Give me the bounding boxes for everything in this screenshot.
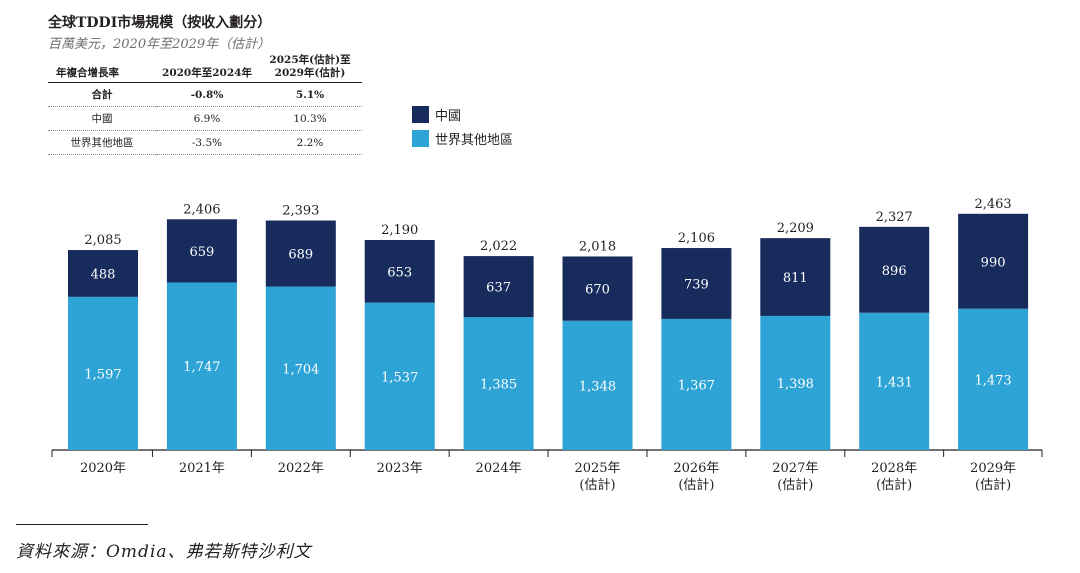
bar-rest-of-world-2020年: [68, 296, 138, 450]
x-tick-label-2027年: 2027年: [772, 461, 818, 476]
cagr-row-value1: -3.5%: [156, 130, 258, 155]
cagr-row-value2: 5.1%: [258, 82, 362, 107]
total-label-2028年: 2,327: [876, 210, 913, 225]
legend-swatch-china: [412, 105, 429, 123]
cagr-header-period2-line2: 2029年(估計): [274, 67, 346, 79]
bar-label-rest-of-world-2022年: 1,704: [282, 362, 319, 377]
cagr-row-value1: -0.8%: [156, 82, 258, 107]
cagr-row-label: 中國: [48, 106, 156, 131]
cagr-table: 年複合增長率 2020年至2024年 2025年(估計)至 2029年(估計) 合…: [48, 52, 362, 155]
bar-china-2029年: [958, 213, 1029, 309]
bar-rest-of-world-2028年: [859, 312, 930, 450]
legend-item-china: 中國: [412, 104, 513, 124]
x-tick-note-2028年: (估計): [876, 477, 912, 493]
bar-label-rest-of-world-2027年: 1,398: [777, 377, 814, 392]
bar-label-rest-of-world-2029年: 1,473: [974, 373, 1011, 388]
x-tick-label-2022年: 2022年: [278, 461, 324, 476]
bar-china-2028年: [859, 226, 930, 313]
total-label-2026年: 2,106: [678, 231, 715, 246]
bar-label-rest-of-world-2026年: 1,367: [678, 378, 715, 393]
x-tick-label-2021年: 2021年: [179, 461, 225, 476]
bar-label-china-2026年: 739: [684, 277, 709, 292]
bar-rest-of-world-2026年: [661, 318, 732, 450]
bar-china-2023年: [364, 239, 435, 303]
cagr-row-china: 中國 6.9% 10.3%: [48, 106, 362, 131]
x-tick-label-2029年: 2029年: [970, 461, 1016, 476]
bar-label-rest-of-world-2025年: 1,348: [579, 379, 616, 394]
total-label-2020年: 2,085: [84, 233, 121, 248]
total-label-2029年: 2,463: [974, 197, 1011, 212]
total-label-2023年: 2,190: [381, 223, 418, 238]
bar-label-rest-of-world-2024年: 1,385: [480, 378, 517, 393]
cagr-row-value2: 10.3%: [258, 106, 362, 131]
x-tick-label-2023年: 2023年: [377, 461, 423, 476]
bar-label-rest-of-world-2028年: 1,431: [876, 375, 913, 390]
bar-label-china-2022年: 689: [288, 248, 313, 263]
x-tick-label-2028年: 2028年: [871, 461, 917, 476]
bar-label-china-2028年: 896: [882, 264, 907, 279]
bar-label-china-2025年: 670: [585, 283, 610, 298]
bar-china-2022年: [265, 220, 336, 287]
total-label-2027年: 2,209: [777, 221, 814, 236]
cagr-row-value2: 2.2%: [258, 130, 362, 155]
cagr-row-label: 世界其他地區: [48, 130, 156, 155]
bar-label-china-2024年: 637: [486, 281, 511, 296]
cagr-header-period2-line1: 2025年(估計)至: [269, 54, 351, 66]
bar-label-china-2020年: 488: [91, 267, 116, 282]
cagr-row-value1: 6.9%: [156, 106, 258, 131]
bar-rest-of-world-2021年: [166, 282, 237, 450]
total-label-2021年: 2,406: [183, 202, 220, 217]
bar-rest-of-world-2029年: [958, 308, 1029, 450]
bar-china-2025年: [562, 256, 633, 321]
cagr-row-rest-of-world: 世界其他地區 -3.5% 2.2%: [48, 130, 362, 155]
chart-legend: 中國 世界其他地區: [412, 104, 513, 152]
total-label-2022年: 2,393: [282, 204, 319, 219]
chart-title: 全球TDDI市場規模（按收入劃分）: [48, 15, 272, 31]
bar-label-rest-of-world-2023年: 1,537: [381, 370, 418, 385]
x-tick-label-2025年: 2025年: [574, 461, 620, 476]
bar-china-2024年: [463, 256, 534, 318]
bar-label-china-2021年: 659: [189, 245, 214, 260]
bar-label-rest-of-world-2021年: 1,747: [183, 360, 220, 375]
cagr-header-label: 年複合增長率: [48, 52, 156, 83]
x-tick-label-2026年: 2026年: [673, 461, 719, 476]
bar-label-china-2023年: 653: [387, 265, 412, 280]
cagr-row-label: 合計: [48, 82, 156, 107]
x-tick-label-2020年: 2020年: [80, 461, 126, 476]
bar-rest-of-world-2023年: [364, 302, 435, 450]
bar-china-2026年: [661, 248, 732, 319]
source-divider: [16, 524, 148, 525]
chart-subtitle: 百萬美元，2020年至2029年（估計）: [48, 37, 271, 52]
cagr-header-period2: 2025年(估計)至 2029年(估計): [258, 52, 362, 83]
bar-label-china-2027年: 811: [783, 271, 808, 286]
x-tick-note-2027年: (估計): [777, 477, 813, 493]
x-tick-note-2029年: (估計): [975, 477, 1011, 493]
source-note: 資料來源：Omdia、弗若斯特沙利文: [16, 542, 312, 562]
legend-label-china: 中國: [435, 108, 462, 124]
cagr-header-period1: 2020年至2024年: [156, 52, 258, 83]
legend-item-rest-of-world: 世界其他地區: [412, 128, 513, 148]
legend-label-rest-of-world: 世界其他地區: [435, 132, 514, 148]
bar-rest-of-world-2025年: [562, 320, 633, 450]
total-label-2024年: 2,022: [480, 239, 517, 254]
bar-china-2021年: [166, 219, 237, 283]
bar-label-china-2029年: 990: [981, 255, 1006, 270]
bar-china-2027年: [760, 238, 831, 316]
x-tick-note-2026年: (估計): [678, 477, 714, 493]
bar-rest-of-world-2022年: [265, 286, 336, 450]
stacked-bar-chart: 1,597 488 2,085 2020年 1,747 659 2,406 2021年 1,70…: [51, 197, 1043, 493]
cagr-row-total: 合計 -0.8% 5.1%: [48, 82, 362, 107]
cagr-header-row: 年複合增長率 2020年至2024年 2025年(估計)至 2029年(估計): [48, 52, 362, 83]
bar-rest-of-world-2024年: [463, 317, 534, 450]
bar-label-rest-of-world-2020年: 1,597: [84, 367, 121, 382]
x-tick-note-2025年: (估計): [579, 477, 615, 493]
legend-swatch-rest-of-world: [412, 129, 429, 147]
total-label-2025年: 2,018: [579, 239, 616, 254]
x-tick-label-2024年: 2024年: [476, 461, 522, 476]
bar-rest-of-world-2027年: [760, 315, 831, 450]
bar-china-2020年: [68, 250, 138, 297]
